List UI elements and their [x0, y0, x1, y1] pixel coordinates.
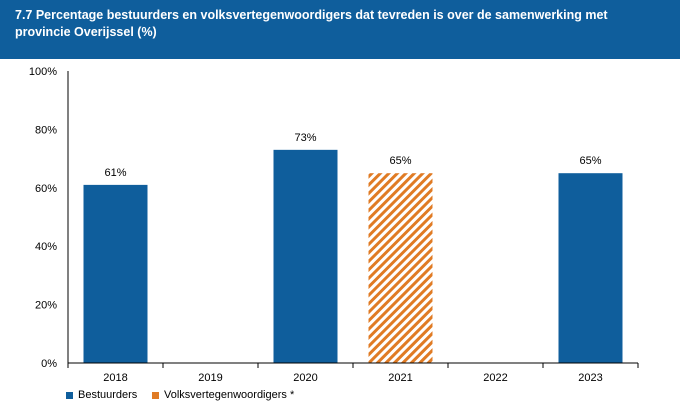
y-tick-label: 80%: [35, 124, 57, 136]
data-label-2018: 61%: [104, 167, 126, 179]
bar-2018: [83, 184, 148, 363]
y-tick-label: 40%: [35, 241, 57, 253]
chart-header: 7.7 Percentage bestuurders en volksverte…: [0, 0, 680, 59]
x-tick-label: 2020: [293, 372, 317, 384]
y-tick-label: 60%: [35, 183, 57, 195]
x-tick-label: 2023: [578, 372, 602, 384]
x-tick-label: 2022: [483, 372, 507, 384]
legend-label-bestuurders: Bestuurders: [78, 389, 138, 401]
bar-2021: [368, 173, 433, 363]
x-tick-label: 2021: [388, 372, 412, 384]
chart-title: 7.7 Percentage bestuurders en volksverte…: [15, 8, 608, 39]
bar-2020: [273, 149, 338, 363]
y-tick-label: 20%: [35, 300, 57, 312]
legend-swatch-bestuurders: [66, 391, 73, 399]
x-tick-label: 2019: [198, 372, 222, 384]
data-label-2021: 65%: [389, 155, 411, 167]
legend-label-volksvertegenwoordigers: Volksvertegenwoordigers *: [164, 389, 295, 401]
y-tick-label: 100%: [29, 66, 57, 78]
y-tick-label: 0%: [41, 358, 57, 370]
data-label-2023: 65%: [579, 155, 601, 167]
data-label-2020: 73%: [294, 132, 316, 144]
legend-volksvertegenwoordigers: Volksvertegenwoordigers *: [152, 388, 294, 402]
legend-bestuurders: Bestuurders: [66, 388, 137, 402]
legend-swatch-volksvertegenwoordigers: [152, 391, 159, 399]
bar-2023: [558, 173, 623, 363]
x-tick-label: 2018: [103, 372, 127, 384]
